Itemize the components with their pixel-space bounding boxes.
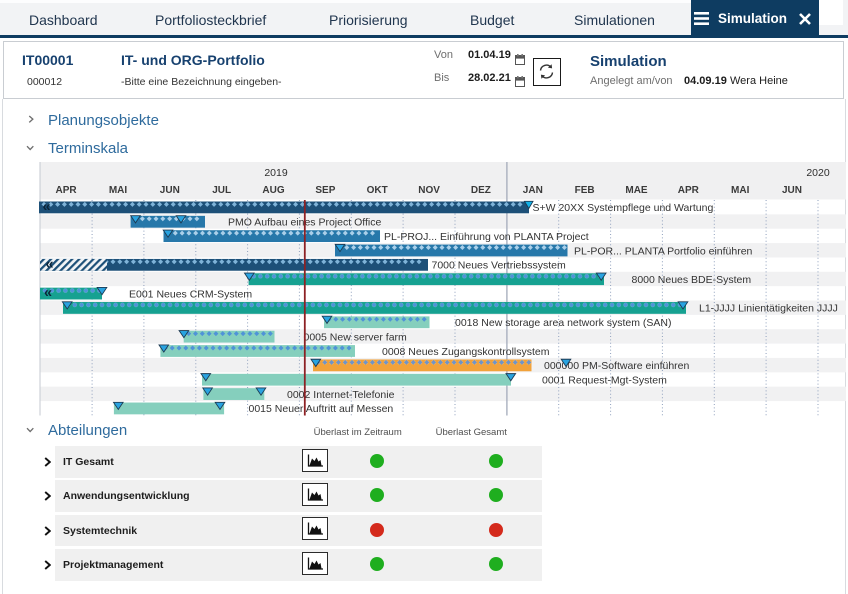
svg-text:JUN: JUN	[782, 185, 802, 196]
svg-text:NOV: NOV	[418, 185, 440, 196]
svg-text:0015 Neuer Auftritt auf Messen: 0015 Neuer Auftritt auf Messen	[249, 403, 394, 415]
svg-text:000000 PM-Software einführen: 000000 PM-Software einführen	[544, 360, 689, 372]
svg-text:«: «	[43, 199, 51, 215]
svg-text:SEP: SEP	[315, 185, 335, 196]
svg-text:JUL: JUL	[212, 185, 231, 196]
svg-text:APR: APR	[678, 185, 700, 196]
svg-text:0008 Neues Zugangskontrollsyst: 0008 Neues Zugangskontrollsystem	[382, 346, 550, 358]
svg-text:«: «	[44, 285, 52, 301]
svg-text:PL-PROJ... Einführung von PLAN: PL-PROJ... Einführung von PLANTA Project	[384, 231, 589, 243]
svg-text:S+W 20XX Systempflege und Wart: S+W 20XX Systempflege und Wartung	[533, 202, 714, 214]
svg-text:MAE: MAE	[625, 185, 648, 196]
svg-text:0002 Internet-Telefonie: 0002 Internet-Telefonie	[287, 389, 395, 401]
svg-text:2020: 2020	[806, 167, 830, 179]
svg-text:MAI: MAI	[109, 185, 128, 196]
svg-text:JUN: JUN	[160, 185, 180, 196]
svg-text:OKT: OKT	[367, 185, 388, 196]
svg-text:0005 New server farm: 0005 New server farm	[304, 331, 408, 343]
svg-text:L1-JJJJ Linientätigkeiten JJJJ: L1-JJJJ Linientätigkeiten JJJJ	[699, 303, 838, 315]
svg-text:DEZ: DEZ	[471, 185, 491, 196]
svg-text:8000 Neues BDE-System: 8000 Neues BDE-System	[632, 274, 752, 286]
svg-text:JAN: JAN	[523, 185, 543, 196]
svg-text:FEB: FEB	[575, 185, 595, 196]
svg-text:«: «	[46, 256, 54, 272]
svg-text:7000 Neues Vertriebssystem: 7000 Neues Vertriebssystem	[432, 260, 566, 272]
svg-text:AUG: AUG	[262, 185, 284, 196]
svg-text:MAI: MAI	[731, 185, 750, 196]
svg-text:APR: APR	[56, 185, 78, 196]
svg-text:0001 Request-Mgt-System: 0001 Request-Mgt-System	[542, 375, 667, 387]
svg-text:2019: 2019	[264, 167, 288, 179]
svg-text:PL-POR... PLANTA Portfolio ein: PL-POR... PLANTA Portfolio einführen	[574, 245, 753, 257]
svg-text:0018 New storage area network: 0018 New storage area network system (SA…	[455, 317, 672, 329]
svg-text:E001 Neues CRM-System: E001 Neues CRM-System	[129, 288, 252, 300]
